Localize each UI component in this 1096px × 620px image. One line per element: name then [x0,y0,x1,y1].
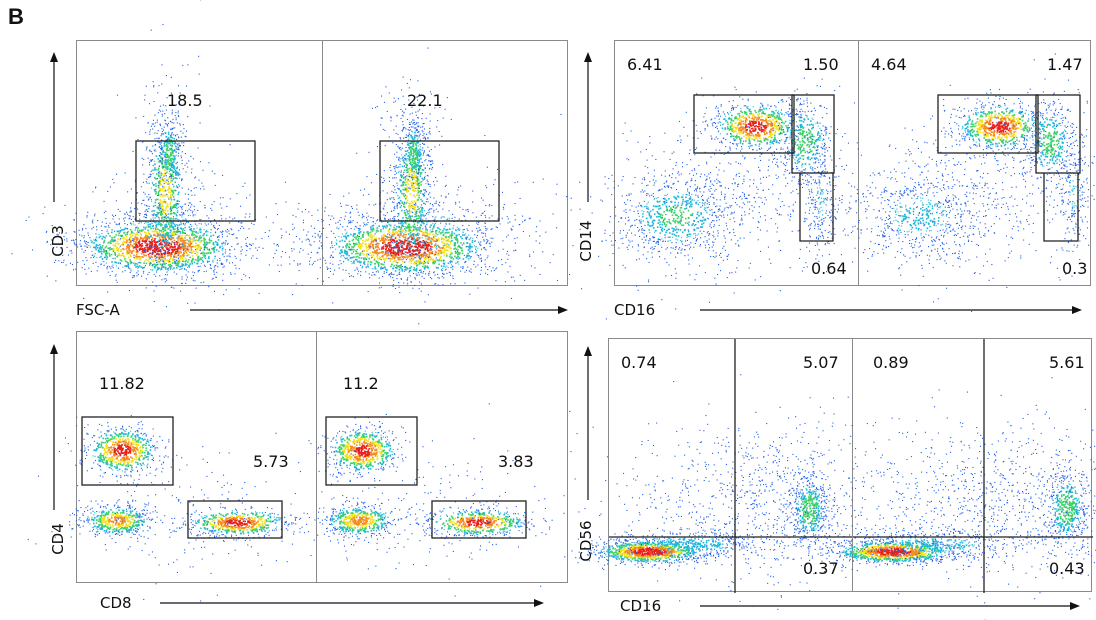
cd3-gate-right [379,140,500,222]
cd14-gate-cd16-left [799,173,834,242]
cd3-plot-frame: 18.5 22.1 [11,0,571,325]
cd56-right-lower-right: 0.43 [1049,559,1085,578]
panel-label: B [8,4,24,30]
cd14-gate-double-left [791,94,835,174]
cd14-plot-divider [858,41,859,285]
cd14-ylabel: CD14 [577,219,595,263]
cd3-plot-divider [322,41,323,285]
cd4-gate-cd4-left [81,416,174,486]
cd14-gate-cd16-right [1043,173,1079,242]
cd14-gate-cd14hi-right [937,94,1039,154]
cd56-left-upper-left: 0.74 [621,353,657,372]
cd56-right-upper-left: 0.89 [873,353,909,372]
cd4-plot-frame: 11.82 5.73 11.2 3.83 [27,331,579,602]
cd56-plot-divider [852,339,853,591]
cd4-gate-cd8-left [187,500,283,539]
cd14-left-upper-right: 1.50 [803,55,839,74]
cd4-gate-cd4-right [325,416,418,486]
cd4-left-cd4-value: 11.82 [99,374,145,393]
cd56-ylabel: CD56 [577,519,595,563]
cd4-plot-density [27,403,579,602]
cd56-left-lower-right: 0.37 [803,559,839,578]
cd3-left-value: 18.5 [167,91,203,110]
cd56-right-upper-right: 5.61 [1049,353,1085,372]
cd3-ylabel: CD3 [49,221,67,261]
cd3-xlabel: FSC-A [76,301,120,319]
cd14-right-upper-left: 4.64 [871,55,907,74]
cd14-right-upper-right: 1.47 [1047,55,1083,74]
cd14-left-lower-right: 0.64 [811,259,847,278]
cd4-gate-cd8-right [431,500,527,539]
cd3-plot-density [11,0,571,325]
cd4-right-cd8-value: 3.83 [498,452,534,471]
cd4-left-cd8-value: 5.73 [253,452,289,471]
cd14-plot-density [545,53,1095,347]
cd56-plot-density [544,339,1096,620]
cd4-xlabel: CD8 [100,594,132,612]
cd56-xlabel: CD16 [620,597,661,615]
cd4-right-cd4-value: 11.2 [343,374,379,393]
cd3-right-value: 22.1 [407,91,443,110]
cd14-gate-double-right [1035,94,1081,174]
cd56-plot-frame: 0.74 5.07 0.37 0.89 5.61 0.43 [544,338,1096,620]
cd4-plot-divider [316,332,317,582]
cd14-right-lower-right: 0.3 [1062,259,1087,278]
cd3-gate-left [135,140,256,222]
cd14-left-upper-left: 6.41 [627,55,663,74]
cd4-ylabel: CD4 [49,519,67,559]
cd56-left-upper-right: 5.07 [803,353,839,372]
cd14-gate-cd14hi-left [693,94,795,154]
cd14-xlabel: CD16 [614,301,655,319]
cd14-plot-frame: 6.41 1.50 0.64 4.64 1.47 0.3 [545,40,1095,347]
